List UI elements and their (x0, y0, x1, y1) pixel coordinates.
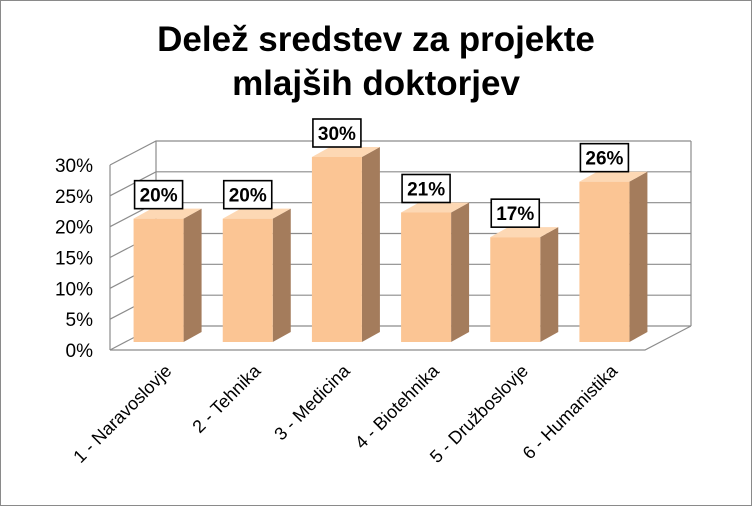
chart-title-line-2: mlajših doktorjev (232, 64, 520, 103)
bar-top (311, 147, 380, 157)
data-labels: 20% 20% 30% 21% 17% 26% (133, 118, 630, 228)
data-label: 21% (407, 180, 445, 201)
chart-title: Delež sredstev za projekte mlajših dokto… (0, 18, 752, 106)
floor-edge (110, 325, 692, 351)
x-tick-label: 1 - Naravoslovje (69, 361, 175, 467)
bar-top (401, 202, 470, 213)
bar-2 (222, 208, 291, 342)
data-label: 20% (140, 186, 178, 207)
chart-title-line-1: Delež sredstev za projekte (157, 20, 595, 59)
y-axis: 0% 5% 10% 15% 20% 25% 30% (55, 156, 93, 362)
x-tick-label: 4 - Biotehnika (351, 360, 444, 453)
y-tick-label: 15% (55, 249, 93, 270)
x-tick-label: 3 - Medicina (270, 360, 354, 444)
bar-1 (133, 208, 202, 342)
bar-side (629, 171, 648, 342)
bar-5 (490, 227, 559, 342)
x-tick-label: 2 - Tehnika (188, 360, 265, 437)
bar-side (272, 208, 291, 342)
bar-top (222, 208, 291, 219)
bar-side (183, 208, 202, 342)
bar-top (133, 208, 202, 219)
bar-side (361, 147, 380, 342)
bar-front (222, 218, 273, 342)
y-tick-label: 25% (55, 187, 93, 208)
bar-3 (311, 147, 380, 342)
data-label-box (133, 179, 184, 210)
y-tick-label: 0% (66, 341, 94, 362)
bar-4 (401, 202, 470, 342)
bar-side (540, 227, 559, 342)
bar-front (579, 181, 630, 342)
y-tick-label: 10% (55, 279, 93, 300)
data-label-box (490, 198, 541, 228)
data-label: 17% (496, 204, 534, 225)
data-label-box (222, 179, 273, 210)
data-label-box (312, 118, 362, 148)
data-label: 20% (229, 186, 267, 207)
y-tick-label: 30% (55, 156, 93, 177)
bar-front (401, 212, 452, 342)
data-label-box (401, 173, 451, 204)
bar-front (490, 237, 541, 342)
data-label: 30% (318, 124, 356, 145)
data-label: 26% (585, 149, 623, 170)
bar-top (579, 171, 648, 182)
x-axis-labels: 1 - Naravoslovje 2 - Tehnika 3 - Medicina4… (69, 360, 622, 467)
x-tick-label: 6 - Humanistika (519, 360, 622, 463)
data-label-box (579, 142, 630, 173)
x-tick-label: 5 - Družboslovje (426, 361, 532, 467)
bar-front (311, 157, 362, 342)
bars (133, 147, 648, 342)
y-tick-label: 20% (55, 218, 93, 239)
y-tick-label: 5% (66, 310, 94, 331)
bar-top (490, 227, 559, 238)
bar-6 (579, 171, 648, 342)
bar-front (133, 218, 184, 342)
bar-side (451, 202, 470, 342)
